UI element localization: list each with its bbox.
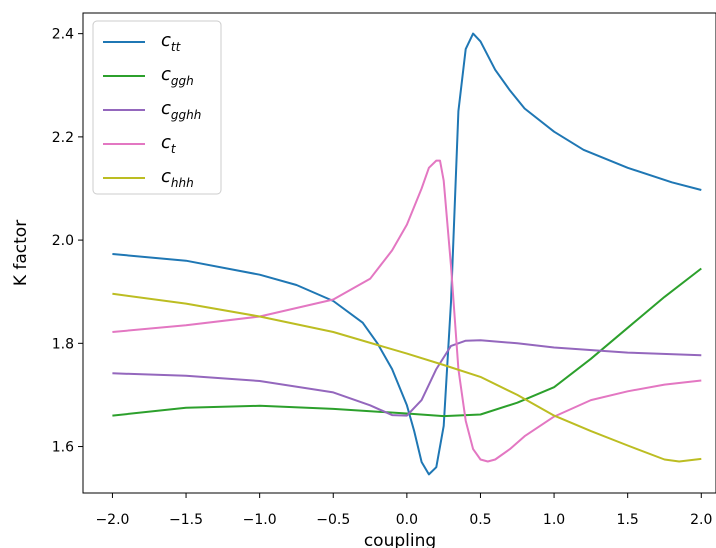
series-line-hhh bbox=[112, 292, 702, 463]
series-line-t bbox=[112, 159, 702, 463]
y-tick-label: 2.0 bbox=[52, 233, 74, 249]
x-tick-label: −1.0 bbox=[243, 512, 277, 528]
y-tick-label: 2.4 bbox=[52, 27, 74, 43]
x-axis-ticks: −2.0 −1.5 −1.0 −0.5 0.0 0.5 1.0 1.5 2.0 bbox=[95, 493, 712, 528]
y-tick-label: 1.8 bbox=[52, 336, 74, 352]
y-axis-label: K factor bbox=[11, 220, 31, 286]
x-tick-label: −0.5 bbox=[316, 512, 350, 528]
series-line-ggh bbox=[112, 267, 702, 418]
series-line-tt bbox=[112, 32, 702, 476]
series-line-gghh bbox=[112, 339, 702, 417]
plot-frame bbox=[82, 12, 716, 494]
y-tick-label: 2.2 bbox=[52, 130, 74, 146]
legend-box bbox=[92, 20, 222, 195]
x-tick-label: 2.0 bbox=[690, 512, 712, 528]
x-tick-label: 0.5 bbox=[469, 512, 491, 528]
y-tick-label: 1.6 bbox=[52, 440, 74, 456]
x-axis-label: coupling bbox=[364, 531, 436, 548]
y-axis-ticks: 1.6 1.8 2.0 2.2 2.4 bbox=[52, 27, 83, 456]
series-lines bbox=[112, 32, 702, 476]
x-tick-label: −2.0 bbox=[95, 512, 129, 528]
x-tick-label: 0.0 bbox=[396, 512, 418, 528]
x-tick-label: 1.0 bbox=[543, 512, 565, 528]
x-tick-label: −1.5 bbox=[169, 512, 203, 528]
x-tick-label: 1.5 bbox=[617, 512, 639, 528]
